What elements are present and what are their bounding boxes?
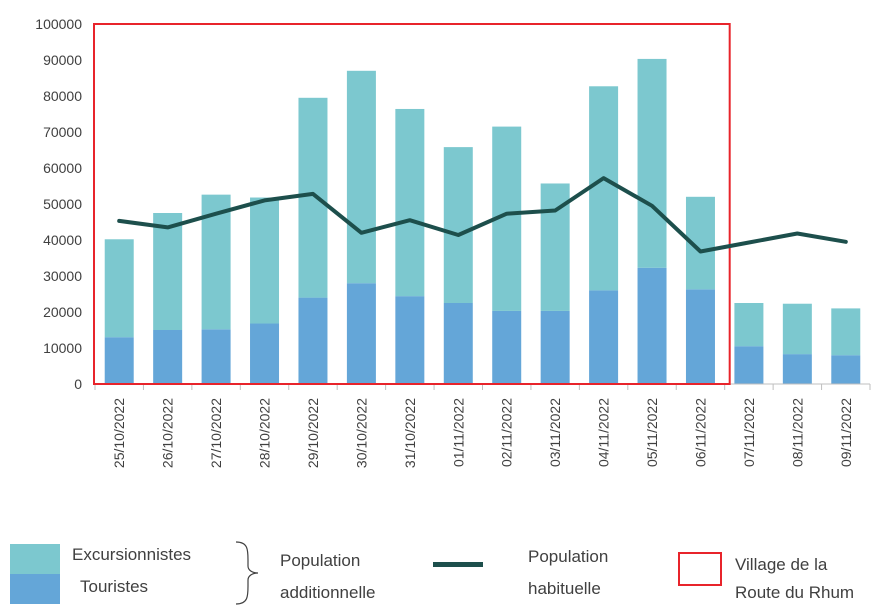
bar-touristes <box>201 329 231 384</box>
x-tick-label: 04/11/2022 <box>596 398 612 467</box>
x-tick-label: 07/11/2022 <box>741 398 757 467</box>
bar-excursionnistes <box>734 303 764 347</box>
legend-label-population-habituelle-2: habituelle <box>528 579 601 598</box>
legend-label-population-additionnelle-1: Population <box>280 551 361 570</box>
y-axis-ticks: 0 10000 20000 30000 40000 50000 60000 70000 8000… <box>35 16 82 392</box>
legend-label-village-2: Route du Rhum <box>735 583 855 602</box>
bar-touristes <box>685 289 715 384</box>
bar-excursionnistes <box>104 239 134 338</box>
bar-excursionnistes <box>250 197 280 324</box>
bar-excursionnistes <box>395 108 425 297</box>
y-tick-label: 10000 <box>43 340 82 356</box>
x-tick-label: 03/11/2022 <box>547 398 563 467</box>
bar-touristes <box>250 323 280 384</box>
village-highlight-box <box>93 23 731 385</box>
x-tick-label: 31/10/2022 <box>402 398 418 468</box>
legend-label-population-additionnelle-2: additionnelle <box>280 583 376 602</box>
y-tick-label: 40000 <box>43 232 82 248</box>
x-tick-label: 05/11/2022 <box>644 398 660 467</box>
bar-touristes <box>346 283 376 384</box>
x-tick-label: 08/11/2022 <box>789 398 805 467</box>
y-tick-label: 60000 <box>43 160 82 176</box>
legend: Excursionnistes Touristes Population add… <box>0 530 883 605</box>
x-tick-label: 02/11/2022 <box>499 398 515 467</box>
bar-excursionnistes <box>443 147 473 303</box>
population-habituelle-line <box>117 176 848 254</box>
legend-label-touristes: Touristes <box>80 577 149 596</box>
x-tick-label: 30/10/2022 <box>353 398 369 468</box>
y-tick-label: 70000 <box>43 124 82 140</box>
bar-excursionnistes <box>346 70 376 284</box>
y-tick-label: 20000 <box>43 304 82 320</box>
bar-touristes <box>782 354 812 384</box>
y-tick-label: 50000 <box>43 196 82 212</box>
legend-label-population-habituelle-1: Population <box>528 547 609 566</box>
bar-touristes <box>831 355 861 384</box>
x-tick-label: 09/11/2022 <box>838 398 854 467</box>
chart-area: 0 10000 20000 30000 40000 50000 60000 70000 8000… <box>35 16 871 468</box>
legend-label-village-1: Village de la <box>735 555 828 574</box>
y-tick-label: 90000 <box>43 52 82 68</box>
bar-touristes <box>153 330 183 384</box>
bar-touristes <box>734 346 764 384</box>
bar-touristes <box>637 267 667 384</box>
bar-touristes <box>104 337 134 384</box>
bar-excursionnistes <box>637 58 667 268</box>
bar-touristes <box>589 290 619 384</box>
x-tick-label: 28/10/2022 <box>257 398 273 468</box>
legend-label-excursionnistes: Excursionnistes <box>72 545 192 564</box>
bar-excursionnistes <box>782 303 812 355</box>
y-tick-label: 30000 <box>43 268 82 284</box>
legend-swatch-population-habituelle <box>433 562 483 567</box>
x-tick-label: 26/10/2022 <box>160 398 176 468</box>
x-tick-label: 25/10/2022 <box>111 398 127 468</box>
legend-brace-icon <box>235 541 259 605</box>
bar-excursionnistes <box>298 97 328 298</box>
bars <box>104 58 861 384</box>
legend-swatch-village <box>678 552 722 586</box>
x-tick-label: 27/10/2022 <box>208 398 224 468</box>
y-tick-label: 80000 <box>43 88 82 104</box>
bar-excursionnistes <box>831 308 861 356</box>
y-tick-label: 100000 <box>35 16 82 32</box>
legend-swatch-touristes <box>10 574 60 604</box>
x-tick-label: 06/11/2022 <box>692 398 708 467</box>
x-tick-label: 01/11/2022 <box>450 398 466 467</box>
legend-swatch-excursionnistes <box>10 544 60 574</box>
bar-touristes <box>540 310 570 384</box>
bar-touristes <box>298 297 328 384</box>
bar-excursionnistes <box>589 86 619 291</box>
bar-touristes <box>492 310 522 384</box>
bar-excursionnistes <box>153 213 183 330</box>
y-tick-label: 0 <box>74 376 82 392</box>
bar-touristes <box>395 296 425 384</box>
x-axis-labels: 25/10/2022 26/10/2022 27/10/2022 28/10/2022… <box>111 398 854 468</box>
x-tick-label: 29/10/2022 <box>305 398 321 468</box>
bar-touristes <box>443 303 473 384</box>
